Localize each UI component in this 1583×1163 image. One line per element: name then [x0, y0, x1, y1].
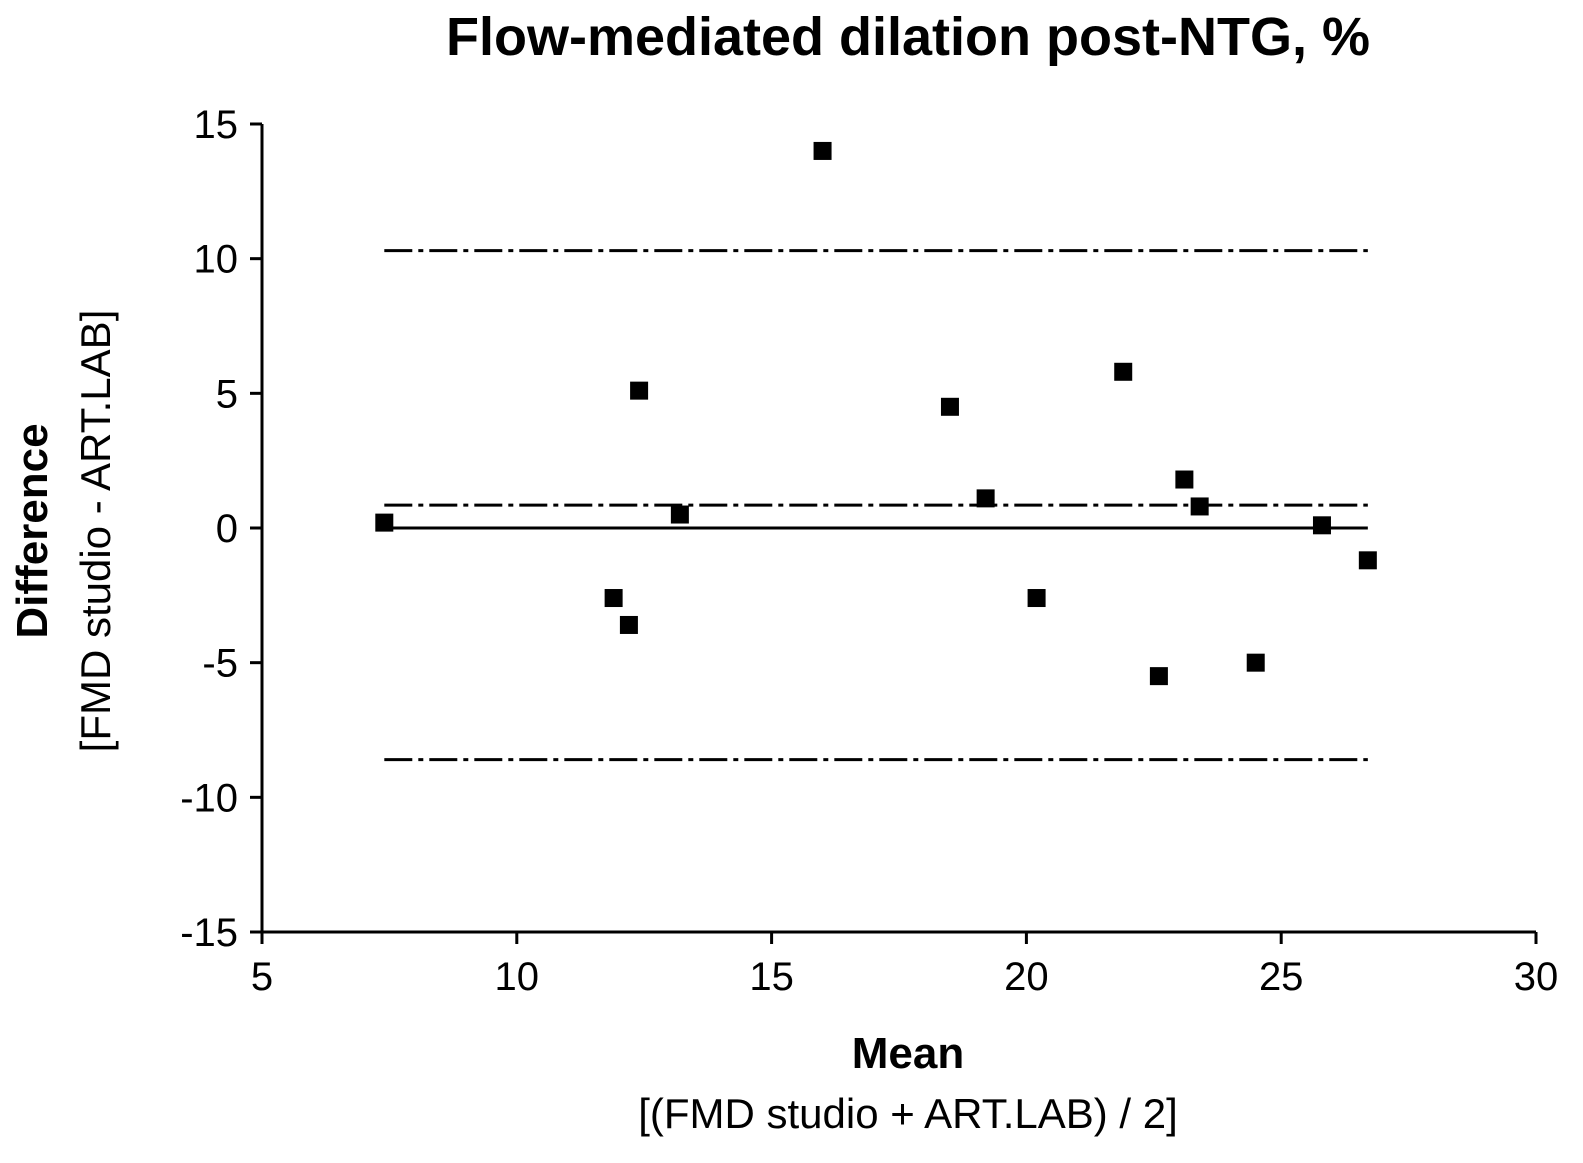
x-axis-subtitle: [(FMD studio + ART.LAB) / 2] — [638, 1090, 1178, 1137]
y-tick-label: 15 — [194, 103, 239, 147]
y-axis-ticks: -15 -10 -5 0 5 10 15 — [180, 103, 262, 955]
data-point — [1114, 362, 1133, 381]
y-tick-label: -10 — [180, 776, 238, 820]
data-points — [375, 141, 1377, 686]
data-point — [604, 589, 623, 608]
x-tick-label: 15 — [749, 955, 794, 999]
x-tick-label: 30 — [1514, 955, 1559, 999]
chart-title: Flow-mediated dilation post-NTG, % — [446, 7, 1370, 67]
data-point — [1175, 470, 1194, 489]
y-tick-label: -5 — [202, 642, 238, 686]
data-point — [1027, 589, 1046, 608]
data-point — [630, 381, 649, 400]
reference-lines — [384, 249, 1368, 762]
x-axis-ticks: 5 10 15 20 25 30 — [251, 932, 1558, 999]
y-tick-label: -15 — [180, 911, 238, 955]
y-axis-subtitle: [FMD studio - ART.LAB] — [72, 310, 119, 753]
data-point — [1312, 516, 1331, 535]
data-point — [1149, 667, 1168, 686]
data-point — [1190, 497, 1209, 516]
data-point — [1246, 653, 1265, 672]
x-tick-label: 25 — [1259, 955, 1304, 999]
data-point — [670, 505, 689, 524]
y-tick-label: 0 — [216, 507, 238, 551]
y-axis-title: Difference — [8, 423, 57, 638]
x-tick-label: 5 — [251, 955, 273, 999]
data-point — [940, 397, 959, 416]
data-point — [375, 513, 394, 532]
data-point — [813, 141, 832, 160]
y-tick-label: 5 — [216, 372, 238, 416]
x-axis-title: Mean — [852, 1029, 964, 1078]
x-tick-label: 10 — [495, 955, 540, 999]
data-point — [1358, 551, 1377, 570]
y-tick-label: 10 — [194, 238, 239, 282]
x-tick-label: 20 — [1004, 955, 1049, 999]
data-point — [976, 489, 995, 508]
data-point — [619, 615, 638, 634]
